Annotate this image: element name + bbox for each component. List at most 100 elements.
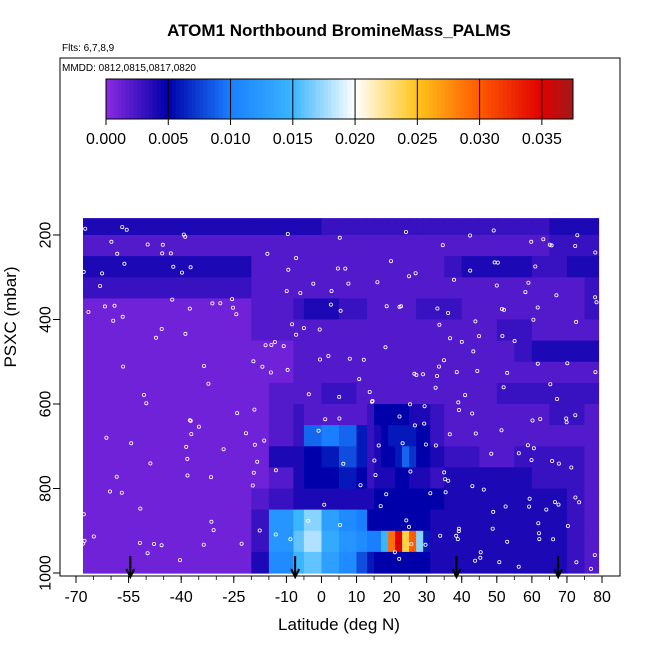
heatmap-cell (268, 256, 294, 278)
heatmap-cell (83, 551, 252, 574)
heatmap-cell (374, 340, 382, 363)
sample-point (230, 297, 235, 302)
heatmap-cell (402, 509, 410, 532)
colorbar-segment (409, 79, 414, 119)
colorbar-segment (141, 79, 146, 119)
colorbar (105, 78, 574, 120)
heatmap-cell (444, 218, 463, 236)
sample-point (412, 371, 417, 376)
sample-point (298, 290, 303, 295)
sample-point (294, 332, 299, 337)
colorbar-segment (569, 79, 574, 119)
heatmap-cell (367, 551, 375, 574)
heatmap-cell (381, 530, 389, 553)
heatmap-cell (514, 361, 533, 384)
heatmap-cell (531, 467, 550, 490)
heatmap-cell (251, 277, 270, 299)
colorbar-segment (378, 79, 383, 119)
colorbar-segment (121, 79, 126, 119)
heatmap-cell (461, 467, 480, 490)
heatmap-cell (293, 467, 305, 490)
colorbar-segment (358, 79, 364, 119)
heatmap-cell (395, 446, 403, 468)
heatmap-cell (388, 361, 396, 384)
heatmap-cell (584, 256, 600, 278)
heatmap-cell (356, 361, 368, 384)
heatmap-cell (374, 551, 382, 574)
heatmap-cell (381, 340, 389, 363)
sample-point (159, 543, 164, 548)
heatmap-cell (321, 218, 340, 236)
heatmap-cell (430, 277, 445, 299)
colorbar-segment (117, 79, 123, 119)
heatmap-cell (461, 446, 480, 468)
heatmap-cell (479, 488, 498, 511)
sample-point (148, 461, 153, 466)
heatmap-cell (303, 298, 322, 321)
heatmap-cell (584, 488, 600, 511)
sample-point (530, 418, 535, 423)
heatmap-cell (566, 361, 585, 384)
heatmap-cell (430, 404, 445, 426)
colorbar-segment (401, 79, 407, 119)
sample-point (337, 416, 342, 421)
heatmap-cell (461, 319, 480, 342)
heatmap-cell (514, 340, 533, 363)
sample-point (119, 490, 124, 495)
heatmap-cell (549, 298, 568, 321)
heatmap-cell (293, 298, 305, 321)
heatmap-cell (83, 404, 252, 426)
heatmap-cell (303, 446, 322, 468)
heatmap-cell (444, 235, 463, 257)
heatmap-cell (416, 551, 424, 574)
heatmap-cell (388, 551, 396, 574)
sample-point (456, 407, 461, 412)
heatmap-cell (374, 298, 382, 321)
sample-point (373, 473, 378, 478)
heatmap-cell (321, 361, 340, 384)
sample-point (239, 541, 244, 546)
sample-point (434, 373, 439, 378)
heatmap-cell (381, 404, 389, 426)
heatmap-cell (416, 319, 424, 342)
heatmap-cell (339, 218, 358, 236)
heatmap-cell (461, 551, 480, 574)
mmdd-label: MMDD: 0812,0815,0817,0820 (62, 63, 196, 74)
sample-point (565, 524, 570, 529)
heatmap-cell (321, 256, 340, 278)
heatmap-cell (531, 298, 550, 321)
sample-point (265, 251, 270, 256)
sample-point (478, 555, 483, 560)
sample-point (81, 512, 86, 517)
heatmap-cell (388, 340, 396, 363)
colorbar-segment (374, 79, 379, 119)
heatmap-cell (339, 404, 358, 426)
sample-point (446, 310, 451, 315)
sample-point (218, 301, 223, 306)
sample-point (551, 537, 556, 542)
heatmap-cell (402, 551, 410, 574)
heatmap-cell (479, 277, 498, 299)
heatmap-cell (388, 425, 396, 447)
sample-point (328, 302, 333, 307)
colorbar-segment (257, 79, 263, 119)
heatmap-cell (356, 277, 368, 299)
sample-point (201, 363, 206, 368)
colorbar-tick-label: 0.015 (273, 131, 313, 148)
heatmap-cell (584, 382, 600, 405)
heatmap-cell (430, 467, 445, 490)
heatmap-cell (531, 340, 550, 363)
sample-point (448, 336, 453, 341)
sample-point (412, 423, 417, 428)
sample-point (144, 401, 149, 406)
heatmap-cell (549, 277, 568, 299)
heatmap-cell (531, 361, 550, 384)
heatmap-cell (549, 218, 568, 236)
colorbar-segment (386, 79, 391, 119)
sample-point (433, 385, 438, 390)
sample-point (471, 349, 476, 354)
heatmap-cell (402, 298, 410, 321)
heatmap-cell (402, 277, 410, 299)
sample-point (145, 242, 150, 247)
colorbar-segment (514, 79, 520, 119)
